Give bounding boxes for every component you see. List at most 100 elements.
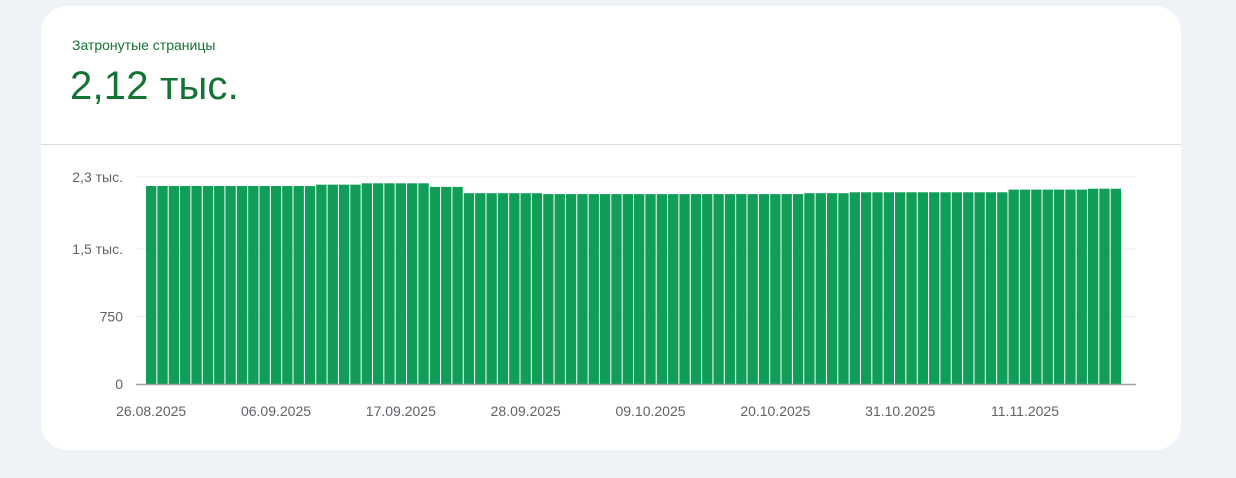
bars <box>146 183 1121 384</box>
bar[interactable] <box>611 194 622 384</box>
bar[interactable] <box>384 183 395 384</box>
bar[interactable] <box>895 192 906 384</box>
bar[interactable] <box>872 192 883 384</box>
bar[interactable] <box>441 186 452 384</box>
metric-value: 2,12 тыс. <box>70 64 239 108</box>
bar[interactable] <box>452 186 463 384</box>
bar[interactable] <box>543 194 554 384</box>
bar[interactable] <box>463 193 475 384</box>
bar[interactable] <box>713 194 724 384</box>
bar[interactable] <box>225 186 236 384</box>
x-tick-label: 26.08.2025 <box>116 403 186 419</box>
bar[interactable] <box>690 194 702 384</box>
bar[interactable] <box>656 194 668 384</box>
bar[interactable] <box>407 183 418 384</box>
bar[interactable] <box>849 192 860 384</box>
bar[interactable] <box>361 183 372 384</box>
bar[interactable] <box>214 186 225 384</box>
bar[interactable] <box>338 184 350 384</box>
bar[interactable] <box>475 193 486 384</box>
bar[interactable] <box>951 192 963 384</box>
bar[interactable] <box>724 194 736 384</box>
bar[interactable] <box>963 192 974 384</box>
bar[interactable] <box>316 184 327 384</box>
bar[interactable] <box>985 192 997 384</box>
x-tick-label: 09.10.2025 <box>615 403 685 419</box>
x-tick-label: 11.11.2025 <box>991 403 1059 419</box>
bar[interactable] <box>702 194 713 384</box>
bar[interactable] <box>940 192 951 384</box>
bar[interactable] <box>577 194 588 384</box>
bar[interactable] <box>883 192 895 384</box>
bar[interactable] <box>826 193 838 384</box>
bar[interactable] <box>736 194 747 384</box>
x-tick-label: 20.10.2025 <box>740 403 810 419</box>
bar[interactable] <box>645 194 656 384</box>
bar[interactable] <box>236 186 248 384</box>
bar[interactable] <box>282 186 293 384</box>
bar[interactable] <box>838 193 849 384</box>
bar[interactable] <box>372 183 384 384</box>
bar[interactable] <box>350 184 361 384</box>
bar[interactable] <box>1019 189 1031 384</box>
bar-chart: 0 750 1,5 тыс. 2,3 тыс. 26.08.2025 06.09.2025… <box>72 169 1136 419</box>
bar[interactable] <box>781 194 792 384</box>
bar[interactable] <box>1031 189 1042 384</box>
bar[interactable] <box>259 186 270 384</box>
bar[interactable] <box>1110 188 1121 384</box>
bar[interactable] <box>668 194 679 384</box>
bar[interactable] <box>180 186 191 384</box>
bar[interactable] <box>815 193 826 384</box>
y-tick-label: 1,5 тыс. <box>72 241 123 257</box>
bar[interactable] <box>804 193 815 384</box>
bar[interactable] <box>758 194 770 384</box>
bar[interactable] <box>486 193 497 384</box>
bar[interactable] <box>1042 189 1053 384</box>
bar[interactable] <box>327 184 338 384</box>
bar[interactable] <box>497 193 509 384</box>
bar[interactable] <box>1065 189 1076 384</box>
bar[interactable] <box>395 183 407 384</box>
x-tick-label: 06.09.2025 <box>241 403 311 419</box>
bar[interactable] <box>429 186 441 384</box>
bar[interactable] <box>554 194 565 384</box>
bar[interactable] <box>168 186 180 384</box>
x-tick-label: 31.10.2025 <box>865 403 935 419</box>
bar[interactable] <box>1076 189 1087 384</box>
x-tick-label: 28.09.2025 <box>491 403 561 419</box>
bar[interactable] <box>520 193 531 384</box>
bar[interactable] <box>860 192 872 384</box>
bar[interactable] <box>293 186 304 384</box>
bar[interactable] <box>146 186 157 384</box>
bar[interactable] <box>1099 188 1110 384</box>
bar[interactable] <box>917 192 929 384</box>
bar[interactable] <box>588 194 599 384</box>
bar[interactable] <box>1053 189 1065 384</box>
bar[interactable] <box>531 193 543 384</box>
bar[interactable] <box>248 186 259 384</box>
bar[interactable] <box>792 194 804 384</box>
bar[interactable] <box>270 186 282 384</box>
bar[interactable] <box>770 194 781 384</box>
bar[interactable] <box>929 192 940 384</box>
y-tick-label: 2,3 тыс. <box>72 169 123 185</box>
bar[interactable] <box>157 186 168 384</box>
bar[interactable] <box>509 193 520 384</box>
bar[interactable] <box>599 194 611 384</box>
metric-label: Затронутые страницы <box>72 37 216 53</box>
bar[interactable] <box>1087 188 1099 384</box>
bar[interactable] <box>1008 189 1019 384</box>
affected-pages-card: Затронутые страницы 2,12 тыс. 0 750 1,5 ты… <box>41 6 1181 450</box>
bar[interactable] <box>679 194 690 384</box>
bar[interactable] <box>634 194 645 384</box>
bar[interactable] <box>997 192 1008 384</box>
bar[interactable] <box>304 186 316 384</box>
bar[interactable] <box>974 192 985 384</box>
bar[interactable] <box>906 192 917 384</box>
bar[interactable] <box>622 194 633 384</box>
bar[interactable] <box>747 194 758 384</box>
bar[interactable] <box>565 194 577 384</box>
bar[interactable] <box>191 186 202 384</box>
bar[interactable] <box>202 186 214 384</box>
bar[interactable] <box>418 183 429 384</box>
